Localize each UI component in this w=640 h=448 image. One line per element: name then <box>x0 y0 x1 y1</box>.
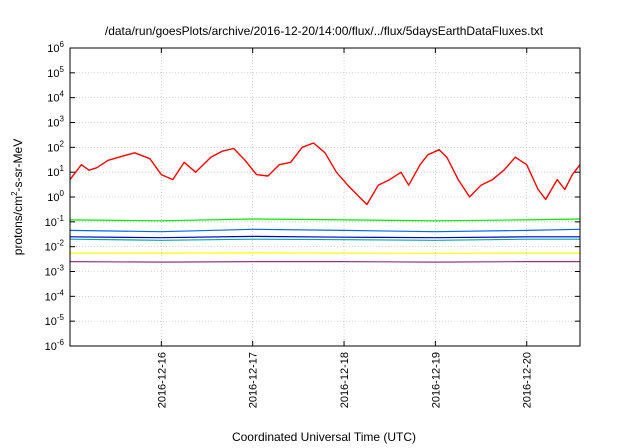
series-line <box>69 261 580 263</box>
y-tick-label: 104 <box>47 90 64 105</box>
grid-layer <box>70 48 580 346</box>
y-axis-label: protons/cm2-s-sr-MeV <box>10 139 25 255</box>
series-line <box>69 218 581 222</box>
x-tick-label: 2016-12-20 <box>522 352 534 408</box>
y-tick-label: 10-3 <box>45 264 65 279</box>
y-tick-label: 106 <box>47 40 64 55</box>
x-axis-label: Coordinated Universal Time (UTC) <box>232 430 416 444</box>
y-tick-label: 10-4 <box>45 288 65 303</box>
y-tick-label: 10-2 <box>45 239 65 254</box>
x-tick-label: 2016-12-19 <box>430 352 442 408</box>
y-tick-label: 103 <box>47 115 64 130</box>
y-tick-label: 10-1 <box>45 214 65 229</box>
y-tick-label: 10-5 <box>45 313 65 328</box>
y-tick-label: 10-6 <box>45 338 65 353</box>
series-line <box>69 235 580 239</box>
y-tick-label: 100 <box>47 189 64 204</box>
y-tick-label: 105 <box>47 65 64 80</box>
y-tick-label: 101 <box>47 164 64 179</box>
y-tick-layer: 10-6 10-5 10-4 10-3 10-2 10-1 100 101 102 103 104 1… <box>45 40 580 353</box>
x-tick-label: 2016-12-16 <box>156 352 168 408</box>
x-tick-label: 2016-12-18 <box>339 352 351 408</box>
y-axis-label-rest: -s-sr-MeV <box>11 139 25 192</box>
x-tick-layer: 2016-12-16 2016-12-17 2016-12-18 2016-12-19… <box>156 48 534 408</box>
series-line <box>69 142 581 206</box>
chart-title: /data/run/goesPlots/archive/2016-12-20/1… <box>105 24 544 38</box>
x-tick-label: 2016-12-17 <box>248 352 260 408</box>
series-line <box>69 228 581 233</box>
series-layer <box>69 142 581 263</box>
y-axis-label-sup: 2 <box>10 191 19 196</box>
series-line <box>69 238 580 241</box>
y-axis-label-base: protons/cm <box>11 196 25 255</box>
y-tick-label: 102 <box>47 139 64 154</box>
